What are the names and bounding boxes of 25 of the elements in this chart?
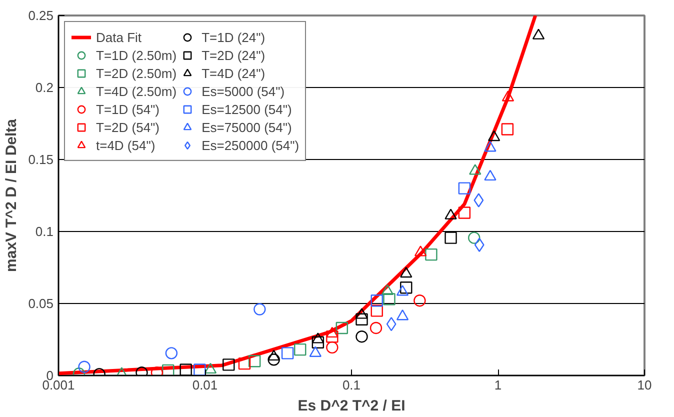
x-tick-label: 10 [637, 378, 652, 392]
x-tick-label: 1 [494, 378, 502, 392]
legend-label: Es=5000 (54") [202, 82, 285, 100]
x-axis-title: Es D^2 T^2 / EI [298, 398, 406, 414]
y-tick-label: 0.25 [28, 8, 54, 23]
x-tick-label: 0.1 [342, 378, 361, 392]
legend-label: Data Fit [96, 28, 142, 46]
legend-label: t=4D (54") [96, 136, 156, 154]
legend-label: T=4D (24") [202, 64, 266, 82]
y-axis-title: maxV T^2 D / EI Delta [3, 118, 20, 272]
legend-label: T=2D (54") [96, 118, 160, 136]
legend-label: T=1D (54") [96, 100, 160, 118]
legend-label: T=1D (24") [202, 28, 266, 46]
legend-label: Es=250000 (54") [202, 136, 300, 154]
legend-label: T=1D (2.50m) [96, 46, 177, 64]
legend-label: T=2D (24") [202, 46, 266, 64]
legend-label: Es=12500 (54") [202, 100, 292, 118]
y-tick-label: 0.1 [35, 224, 54, 239]
y-tick-label: 0.2 [35, 80, 54, 95]
x-tick-label: 0.01 [192, 378, 218, 392]
legend-label: T=4D (2.50m) [96, 82, 177, 100]
y-tick-label: 0.15 [28, 152, 54, 167]
y-tick-label: 0.05 [28, 296, 54, 311]
legend-label: Es=75000 (54") [202, 118, 292, 136]
legend-label: T=2D (2.50m) [96, 64, 177, 82]
